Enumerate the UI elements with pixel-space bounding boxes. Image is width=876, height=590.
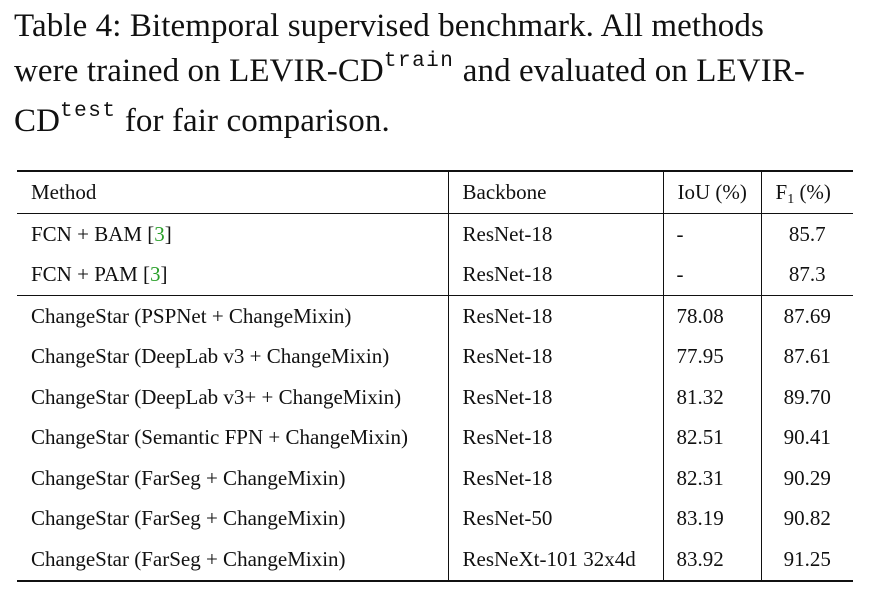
cell-backbone: ResNet-18 <box>448 336 664 377</box>
cell-method: ChangeStar (FarSeg + ChangeMixin) <box>17 539 449 582</box>
table-row: ChangeStar (DeepLab v3+ + ChangeMixin) R… <box>17 377 853 418</box>
caption-line-3-text: CD <box>14 103 61 139</box>
header-f1: F1 (%) <box>761 171 853 214</box>
table-row: ChangeStar (FarSeg + ChangeMixin) ResNet… <box>17 458 853 499</box>
cell-f1: 87.61 <box>783 344 831 369</box>
cell-iou: 82.31 <box>663 458 762 499</box>
cell-f1: 87.3 <box>761 254 853 296</box>
header-f1-unit: (%) <box>794 180 831 204</box>
cell-method: ChangeStar (DeepLab v3 + ChangeMixin) <box>17 336 449 377</box>
cell-method: ChangeStar (DeepLab v3+ + ChangeMixin) <box>17 377 449 418</box>
cell-method: FCN + BAM [3] <box>17 213 449 255</box>
cell-f1: 91.25 <box>761 539 853 582</box>
cell-iou: - <box>663 213 762 255</box>
superscript-test: test <box>60 100 117 123</box>
table-caption: Table 4: Bitemporal supervised benchmark… <box>14 4 866 149</box>
citation-link[interactable]: 3 <box>150 262 161 287</box>
cell-backbone: ResNet-18 <box>448 417 664 458</box>
cell-iou: 83.19 <box>663 498 762 539</box>
table-row: ChangeStar (Semantic FPN + ChangeMixin) … <box>17 417 853 458</box>
caption-line-3: CDtest for fair comparison. <box>14 99 866 149</box>
cell-f1: 90.29 <box>783 465 831 490</box>
cell-iou: 78.08 <box>663 295 762 337</box>
table-row: FCN + BAM [3] ResNet-18 - 85.7 <box>17 213 853 255</box>
caption-line-2-text: were trained on LEVIR-CD <box>14 53 384 89</box>
benchmark-table: Method Backbone IoU (%) F1 (%) FCN + BAM… <box>17 170 853 582</box>
cell-backbone: ResNet-18 <box>448 254 664 296</box>
cell-f1: 90.82 <box>783 506 831 531</box>
method-text-end: ] <box>160 262 168 287</box>
caption-line-3-tail: for fair comparison. <box>116 103 390 139</box>
header-method: Method <box>17 171 449 214</box>
table-row: ChangeStar (FarSeg + ChangeMixin) ResNet… <box>17 498 853 539</box>
cell-f1: 87.69 <box>783 303 831 328</box>
table-row: ChangeStar (DeepLab v3 + ChangeMixin) Re… <box>17 336 853 377</box>
cell-iou: 81.32 <box>663 377 762 418</box>
caption-line-1: Table 4: Bitemporal supervised benchmark… <box>14 8 764 44</box>
header-f1-subscript: 1 <box>787 192 795 207</box>
cell-backbone: ResNet-18 <box>448 295 664 337</box>
superscript-train: train <box>383 50 455 73</box>
table-row: ChangeStar (FarSeg + ChangeMixin) ResNeX… <box>17 539 853 582</box>
cell-iou: 82.51 <box>663 417 762 458</box>
table-row: ChangeStar (PSPNet + ChangeMixin) ResNet… <box>17 295 853 337</box>
cell-method: ChangeStar (FarSeg + ChangeMixin) <box>17 458 449 499</box>
caption-line-2: were trained on LEVIR-CDtrain and evalua… <box>14 49 866 99</box>
cell-f1: 85.7 <box>788 221 826 246</box>
cell-iou: 83.92 <box>663 539 762 582</box>
cell-backbone: ResNet-50 <box>448 498 664 539</box>
cell-iou: - <box>663 254 762 296</box>
cell-method: ChangeStar (FarSeg + ChangeMixin) <box>17 498 449 539</box>
header-f1-label: F <box>775 180 788 204</box>
cell-f1: 90.41 <box>783 425 831 450</box>
method-text-end: ] <box>164 221 172 246</box>
benchmark-table-container: Method Backbone IoU (%) F1 (%) FCN + BAM… <box>17 170 853 582</box>
table-header-row: Method Backbone IoU (%) F1 (%) <box>17 171 853 214</box>
cell-backbone: ResNeXt-101 32x4d <box>448 539 664 582</box>
table-row: FCN + PAM [3] ResNet-18 - 87.3 <box>17 254 853 296</box>
header-iou: IoU (%) <box>663 171 762 214</box>
cell-method: ChangeStar (Semantic FPN + ChangeMixin) <box>17 417 449 458</box>
caption-line-2-tail: and evaluated on LEVIR- <box>454 53 805 89</box>
method-text: FCN + BAM [ <box>31 221 155 246</box>
cell-f1: 89.70 <box>783 384 831 409</box>
citation-link[interactable]: 3 <box>154 221 165 246</box>
header-backbone: Backbone <box>448 171 664 214</box>
cell-method: FCN + PAM [3] <box>17 254 449 296</box>
cell-backbone: ResNet-18 <box>448 377 664 418</box>
cell-iou: 77.95 <box>663 336 762 377</box>
cell-backbone: ResNet-18 <box>448 458 664 499</box>
method-text: FCN + PAM [ <box>31 262 151 287</box>
cell-backbone: ResNet-18 <box>448 213 664 255</box>
cell-method: ChangeStar (PSPNet + ChangeMixin) <box>17 295 449 337</box>
